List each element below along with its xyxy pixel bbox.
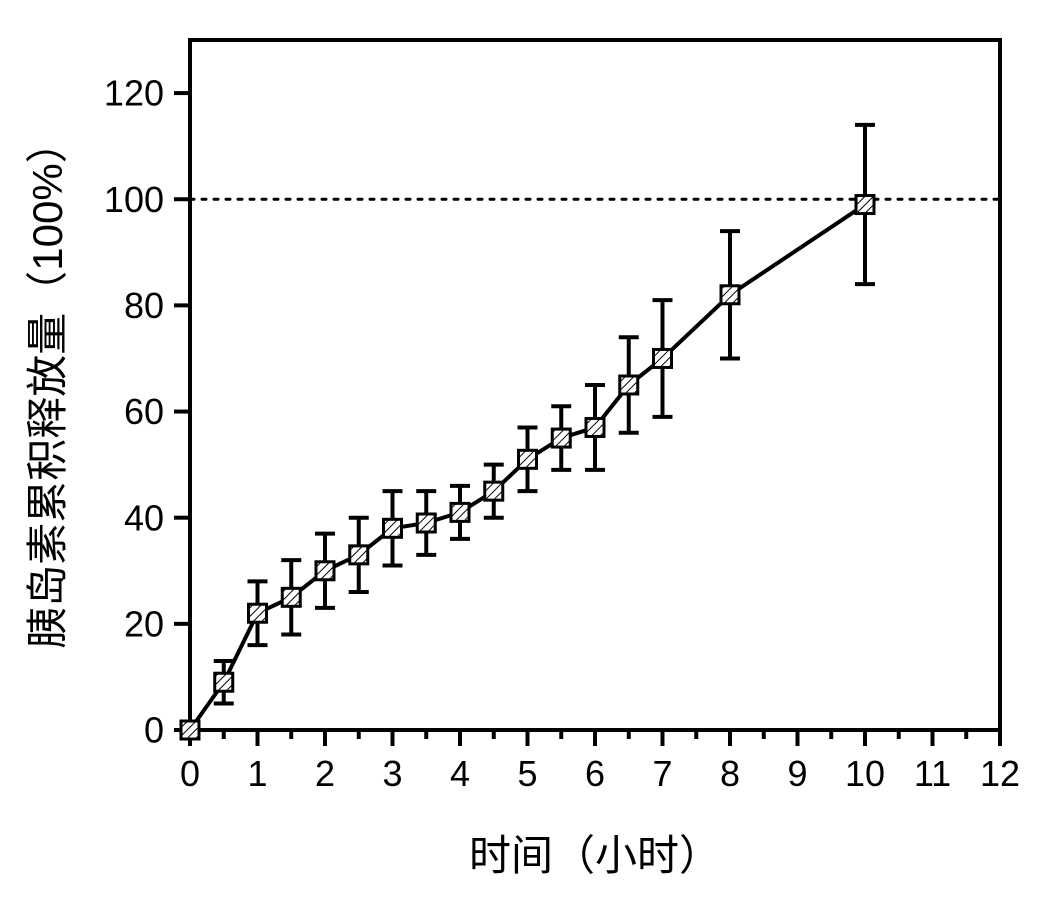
data-point-marker [620, 376, 638, 394]
data-point-marker [316, 562, 334, 580]
x-tick-label: 0 [180, 753, 200, 794]
data-point-marker [856, 196, 874, 214]
data-point-marker [552, 429, 570, 447]
x-tick-label: 6 [585, 753, 605, 794]
data-point-marker [350, 546, 368, 564]
y-axis-label: 胰岛素累积释放量（100%） [24, 121, 71, 648]
data-point-marker [215, 673, 233, 691]
y-tick-label: 60 [124, 391, 164, 432]
x-tick-label: 11 [914, 753, 951, 794]
chart-root: 0123456789101112时间（小时）020406080100120胰岛素… [0, 0, 1046, 919]
y-tick-label: 100 [104, 179, 164, 220]
x-tick-label: 4 [450, 753, 470, 794]
y-tick-label: 80 [124, 285, 164, 326]
x-tick-label: 5 [517, 753, 537, 794]
data-point-marker [654, 349, 672, 367]
x-tick-label: 8 [720, 753, 740, 794]
chart-svg: 0123456789101112时间（小时）020406080100120胰岛素… [0, 0, 1046, 919]
y-tick-label: 40 [124, 497, 164, 538]
y-tick-label: 20 [124, 603, 164, 644]
x-tick-label: 1 [247, 753, 267, 794]
x-tick-label: 12 [980, 753, 1020, 794]
y-tick-label: 0 [144, 710, 164, 751]
data-point-marker [586, 418, 604, 436]
data-point-marker [417, 514, 435, 532]
x-axis-label: 时间（小时） [469, 832, 721, 879]
data-point-marker [384, 519, 402, 537]
data-point-marker [249, 604, 267, 622]
x-tick-label: 9 [787, 753, 807, 794]
x-tick-label: 10 [845, 753, 885, 794]
data-point-marker [282, 588, 300, 606]
x-tick-label: 2 [315, 753, 335, 794]
data-point-marker [451, 503, 469, 521]
x-tick-label: 3 [382, 753, 402, 794]
data-point-marker [485, 482, 503, 500]
x-tick-label: 7 [652, 753, 672, 794]
data-point-marker [181, 721, 199, 739]
data-point-marker [721, 286, 739, 304]
data-point-marker [519, 450, 537, 468]
y-tick-label: 120 [104, 73, 164, 114]
